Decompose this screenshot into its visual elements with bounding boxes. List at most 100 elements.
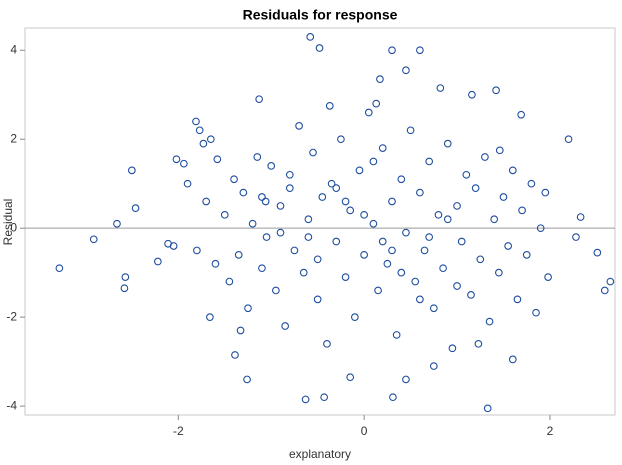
point (383, 259, 392, 268)
point (350, 313, 359, 321)
point (120, 284, 129, 293)
x-tick-label: 0 (361, 424, 368, 438)
point (299, 268, 308, 277)
y-axis-label: Residual (1, 199, 15, 246)
point (304, 215, 313, 224)
point (518, 206, 526, 215)
point (192, 117, 200, 126)
point (508, 166, 517, 175)
point (471, 184, 480, 192)
point (128, 166, 136, 175)
point (337, 135, 345, 144)
point (508, 355, 517, 364)
point (281, 322, 290, 330)
point (572, 233, 580, 241)
point (411, 277, 420, 286)
point (406, 126, 415, 135)
point (462, 170, 471, 179)
point (341, 197, 350, 206)
point (474, 339, 483, 348)
point (341, 273, 350, 281)
point (504, 242, 512, 250)
point (346, 206, 355, 215)
point (593, 248, 602, 257)
point (258, 264, 266, 273)
y-tick-label: 0 (10, 220, 17, 234)
point (483, 404, 492, 413)
point (434, 210, 443, 219)
point (544, 273, 552, 281)
point (261, 197, 270, 206)
point (457, 237, 466, 246)
point (468, 90, 476, 99)
point (315, 44, 324, 52)
point (320, 393, 329, 402)
point (425, 157, 434, 166)
point (193, 246, 201, 255)
point (169, 242, 178, 250)
point (492, 86, 500, 95)
point (402, 66, 410, 75)
point (443, 215, 452, 224)
point (318, 193, 327, 201)
point (183, 179, 192, 188)
point (306, 33, 315, 41)
point (420, 246, 429, 255)
point (429, 304, 438, 313)
point (202, 197, 211, 206)
point (272, 286, 280, 295)
point (180, 159, 188, 168)
point (276, 202, 285, 210)
point (230, 175, 238, 184)
point (600, 286, 609, 295)
point (355, 166, 364, 175)
point (244, 304, 252, 313)
x-tick-label: -2 (173, 424, 184, 438)
point (378, 144, 387, 152)
point (304, 233, 313, 241)
point (517, 110, 526, 119)
point (154, 257, 162, 266)
point (527, 179, 536, 188)
point (236, 326, 245, 335)
y-tick-label: -4 (6, 398, 17, 412)
point (443, 139, 452, 148)
point (172, 155, 181, 164)
point (536, 224, 545, 233)
point (481, 153, 489, 161)
point (467, 291, 475, 299)
point (453, 202, 461, 210)
point (416, 46, 424, 55)
point (416, 295, 424, 304)
point (327, 179, 336, 188)
point (606, 277, 615, 286)
point (276, 228, 285, 237)
point (425, 233, 434, 241)
point (332, 237, 341, 246)
point (231, 351, 239, 359)
point (376, 75, 384, 84)
point (220, 210, 229, 219)
point (490, 215, 499, 224)
point (576, 213, 585, 221)
y-tick-label: 4 (10, 42, 17, 56)
point (402, 228, 410, 237)
y-tick-label: 2 (10, 131, 17, 145)
point (313, 295, 322, 304)
point (389, 393, 397, 402)
chart-title: Residuals for response (243, 7, 398, 23)
point (485, 317, 494, 326)
point (453, 282, 461, 290)
point (436, 84, 445, 92)
point (248, 219, 257, 228)
point (255, 95, 263, 104)
point (495, 268, 503, 277)
point (388, 46, 396, 55)
point (388, 197, 396, 206)
point (301, 395, 310, 404)
point (374, 286, 382, 295)
point (402, 375, 410, 384)
point (397, 268, 406, 277)
y-tick-label: -2 (6, 309, 17, 323)
point (243, 375, 251, 384)
